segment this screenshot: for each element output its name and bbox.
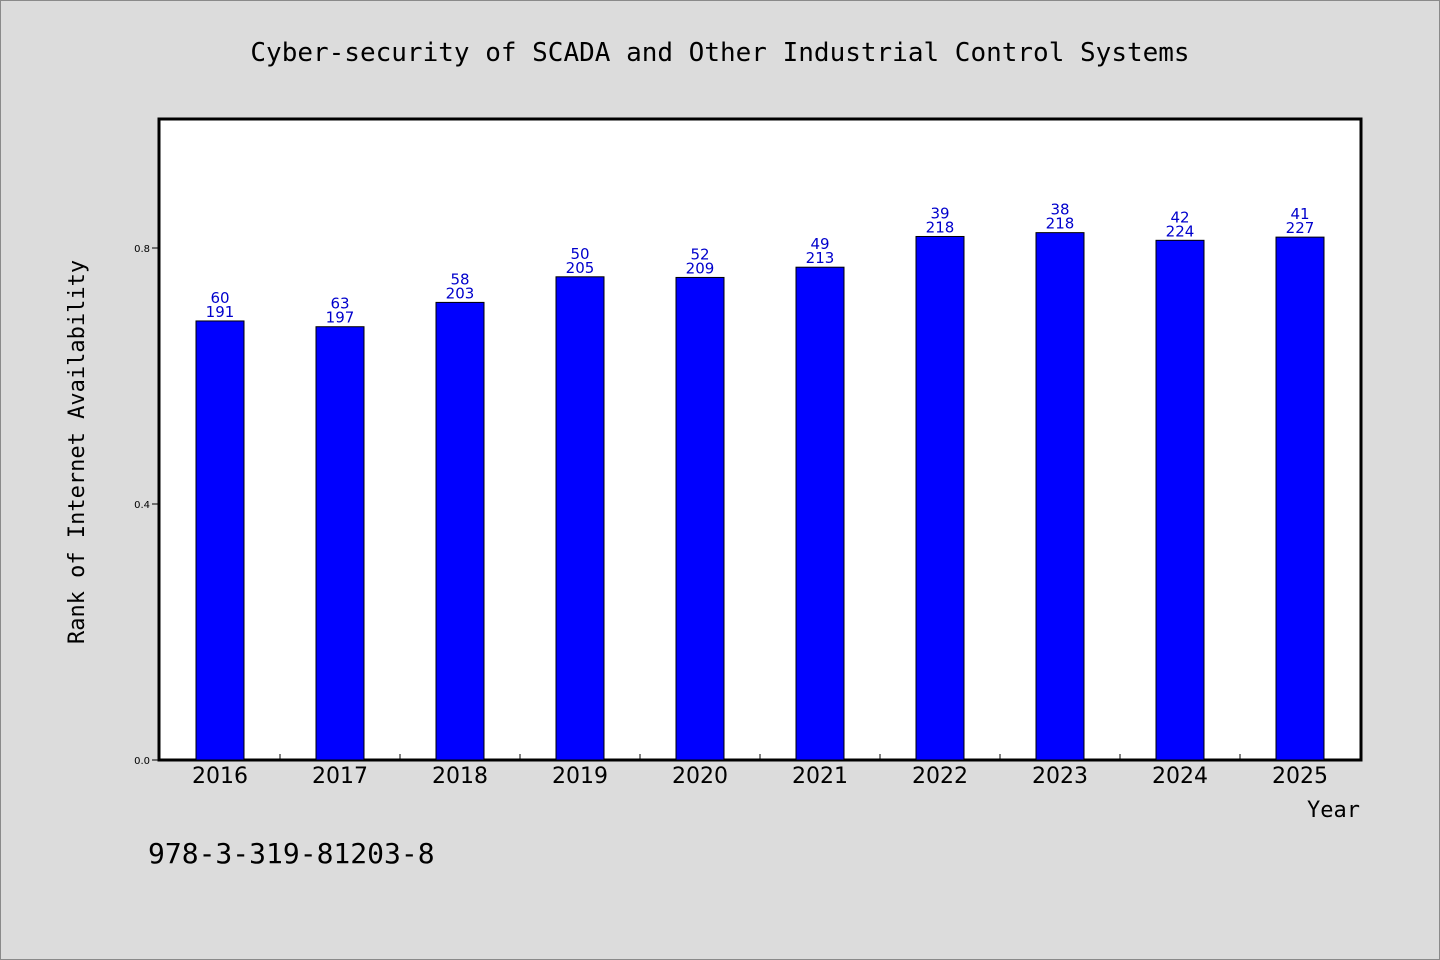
x-tick-label-2018: 2018: [432, 764, 488, 789]
x-tick-label-2017: 2017: [312, 764, 368, 789]
chart-title: Cyber-security of SCADA and Other Indust…: [250, 38, 1189, 68]
y-tick-label: 0.8: [134, 244, 150, 255]
data-label-top-2020: 52: [690, 245, 709, 263]
bar-2021: [795, 266, 845, 761]
bar-2016: [195, 320, 245, 761]
bar-2022: [915, 235, 965, 761]
data-label-bottom-2025: 227: [1286, 219, 1315, 237]
y-axis-label: Rank of Internet Availability: [65, 260, 90, 644]
data-label-top-2016: 60: [210, 289, 229, 307]
bar-2020: [675, 276, 725, 761]
bar-2023: [1035, 232, 1085, 761]
x-tick-label-2022: 2022: [912, 764, 968, 789]
data-label-top-2017: 63: [330, 295, 349, 313]
bar-2024: [1155, 239, 1205, 761]
y-tick-label: 0.4: [134, 500, 150, 511]
bar-2018: [435, 301, 485, 761]
data-label-bottom-2024: 224: [1166, 222, 1195, 240]
bar-2017: [315, 326, 365, 761]
data-label-top-2024: 42: [1170, 208, 1189, 226]
y-tick-label: 0.0: [134, 756, 150, 767]
data-label-top-2018: 58: [450, 270, 469, 288]
data-label-bottom-2019: 205: [566, 259, 595, 277]
x-tick-label-2025: 2025: [1272, 764, 1328, 789]
bar-2019: [555, 276, 605, 761]
data-label-top-2019: 50: [570, 245, 589, 263]
data-label-bottom-2021: 213: [806, 249, 835, 267]
bars-group: [195, 232, 1325, 761]
bar-2025: [1275, 236, 1325, 761]
x-tick-label-2021: 2021: [792, 764, 848, 789]
x-axis-label: Year: [1307, 798, 1360, 823]
data-label-bottom-2022: 218: [926, 218, 955, 236]
data-label-bottom-2017: 197: [326, 309, 355, 327]
x-tick-label-2020: 2020: [672, 764, 728, 789]
data-label-bottom-2018: 203: [446, 284, 475, 302]
data-label-top-2022: 39: [930, 204, 949, 222]
isbn-footer: 978-3-319-81203-8: [148, 837, 435, 870]
data-label-bottom-2020: 209: [686, 259, 715, 277]
x-tick-label-2016: 2016: [192, 764, 248, 789]
data-label-bottom-2016: 191: [206, 303, 235, 321]
data-label-bottom-2023: 218: [1046, 215, 1075, 233]
x-tick-label-2023: 2023: [1032, 764, 1088, 789]
x-tick-label-2019: 2019: [552, 764, 608, 789]
data-label-top-2023: 38: [1050, 201, 1069, 219]
data-label-top-2021: 49: [810, 235, 829, 253]
y-axis-ticks: 0.0 0.4 0.8: [134, 244, 160, 767]
x-axis-ticks: 2016 2017 2018 2019 2020 2021 2022 2023 2024 2025: [192, 754, 1328, 789]
data-label-top-2025: 41: [1290, 205, 1309, 223]
x-tick-label-2024: 2024: [1152, 764, 1208, 789]
